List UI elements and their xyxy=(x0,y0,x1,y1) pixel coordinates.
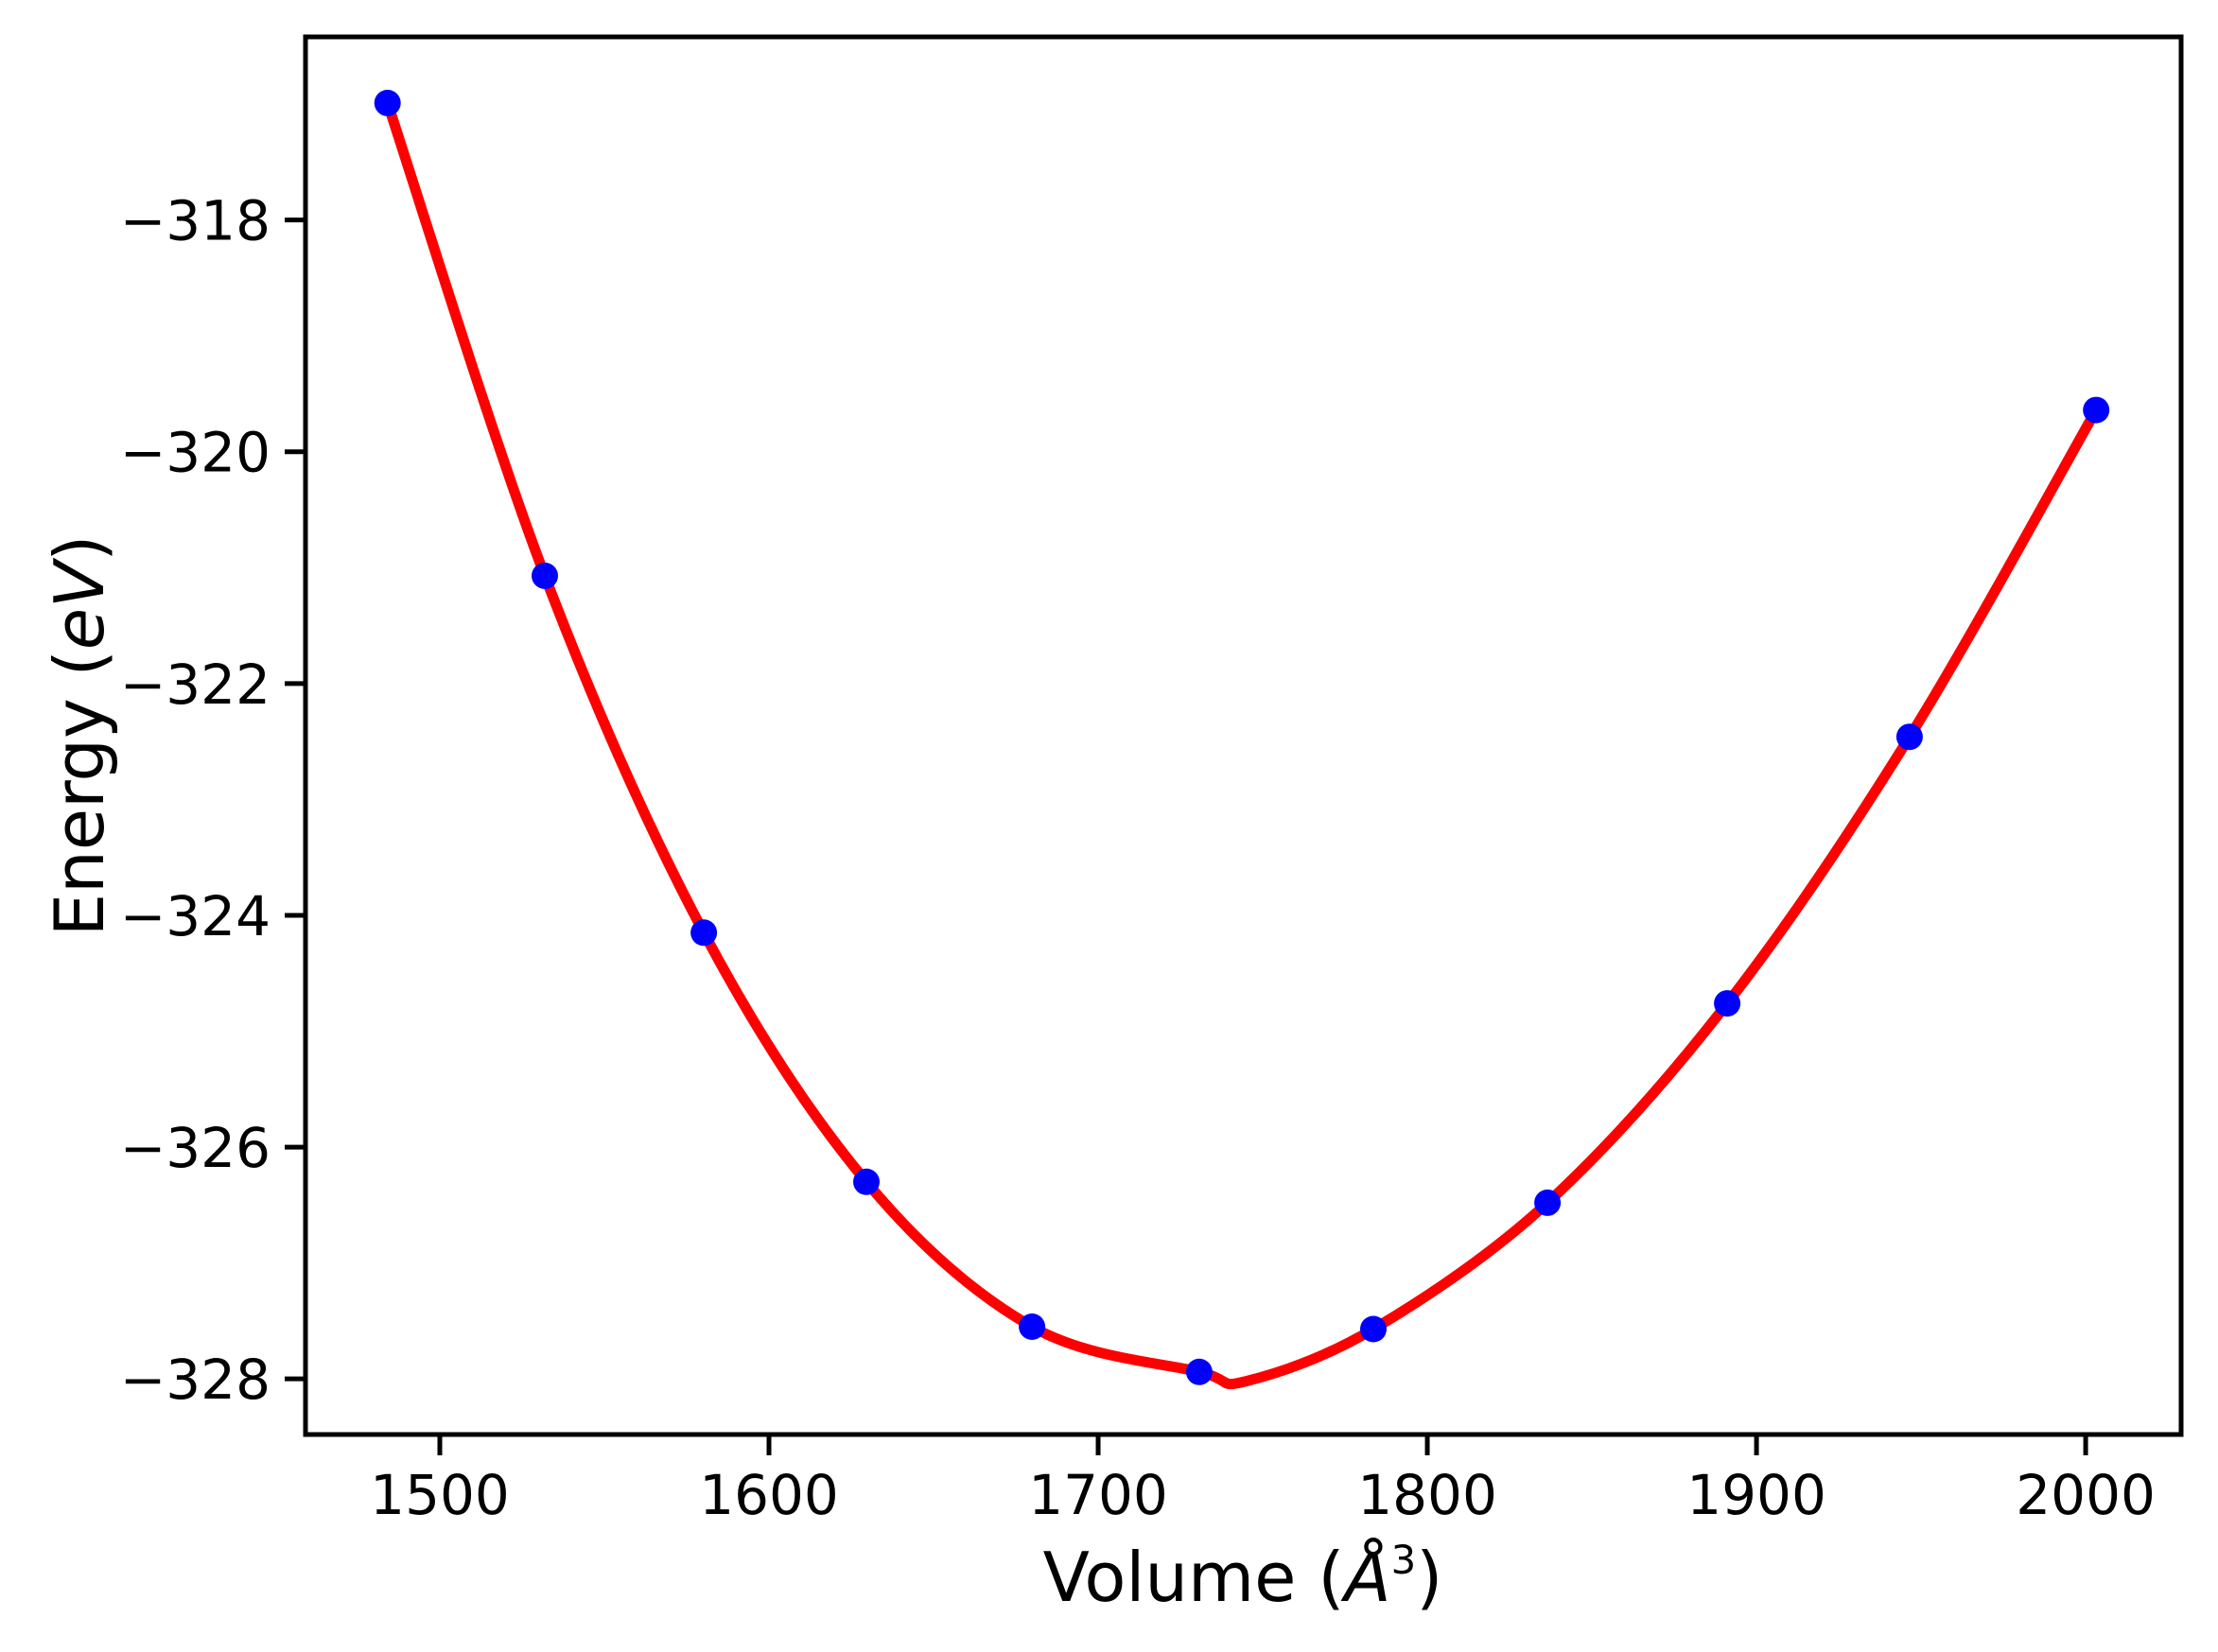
y-axis-label-suffix: ) xyxy=(40,534,119,562)
x-tick-label: 1600 xyxy=(699,1463,839,1527)
y-axis-label-text: Energy ( xyxy=(40,650,119,937)
fit-curve xyxy=(382,97,2102,1390)
data-point-marker xyxy=(1895,723,1923,751)
data-point-marker xyxy=(1019,1313,1046,1340)
x-tick-label: 1700 xyxy=(1028,1463,1168,1527)
x-tick-label: 1500 xyxy=(370,1463,510,1527)
plot-border xyxy=(303,34,2184,1437)
x-axis-label: Volume (Å3) xyxy=(1042,1536,1443,1617)
data-point-marker xyxy=(690,919,718,947)
data-point-marker xyxy=(374,89,401,116)
data-point-marker xyxy=(853,1168,880,1195)
y-axis-label: Energy (eV) xyxy=(40,535,119,937)
y-tick-label: −324 xyxy=(120,884,271,948)
y-tick-label: −322 xyxy=(120,652,271,717)
y-axis-unit: eV xyxy=(40,561,119,651)
x-axis-angstrom-symbol: Å xyxy=(1344,1538,1391,1617)
x-tick-label: 2000 xyxy=(2016,1463,2156,1527)
x-tick-label: 1800 xyxy=(1357,1463,1497,1527)
data-point-marker xyxy=(1185,1358,1213,1385)
x-axis-exponent: 3 xyxy=(1390,1536,1417,1583)
data-point-marker xyxy=(532,562,558,589)
data-point-marker xyxy=(1534,1189,1562,1216)
y-tick-label: −318 xyxy=(120,189,271,253)
y-tick-label: −326 xyxy=(120,1116,271,1180)
data-point-marker xyxy=(2083,396,2110,424)
x-axis-label-suffix: ) xyxy=(1416,1538,1443,1617)
y-tick-label: −320 xyxy=(120,421,271,485)
data-point-marker xyxy=(1360,1315,1387,1343)
x-tick-label: 1900 xyxy=(1686,1463,1826,1527)
y-tick-label: −328 xyxy=(120,1348,271,1412)
x-axis-label-text: Volume ( xyxy=(1042,1538,1345,1617)
data-point-marker xyxy=(1714,990,1741,1017)
